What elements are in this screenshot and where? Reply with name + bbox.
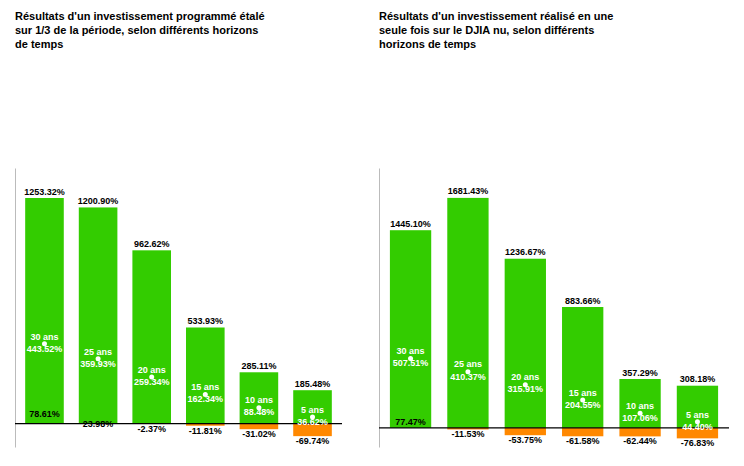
title: Résultats d'un investissement programmé … <box>15 10 265 50</box>
labels: 1253.32% 78.61% 30 ans 443.52% 1200.90% 23.98… <box>24 187 330 446</box>
bottom-label: -2.37% <box>137 424 166 434</box>
marks <box>15 198 342 436</box>
bar-top <box>562 307 603 428</box>
top-label: 1236.67% <box>505 247 546 257</box>
category-label: 5 ans <box>686 410 709 420</box>
mid-label: 88.48% <box>244 407 275 417</box>
bottom-label: 23.98% <box>83 419 114 429</box>
marks <box>379 198 729 438</box>
bar-bottom <box>562 428 603 436</box>
bottom-label: 78.61% <box>29 409 60 419</box>
plot-area: 1253.32% 78.61% 30 ans 443.52% 1200.90% 23.98… <box>15 169 342 448</box>
category-label: 10 ans <box>245 395 273 405</box>
category-label: 20 ans <box>138 365 166 375</box>
top-label: 1253.32% <box>24 187 65 197</box>
top-label: 883.66% <box>565 296 601 306</box>
bar-top <box>619 379 660 428</box>
panel: Résultats d'un investissement réalisé en… <box>379 10 729 448</box>
mid-label: 410.37% <box>450 372 486 382</box>
top-label: 1200.90% <box>78 196 119 206</box>
mid-label: 204.55% <box>565 400 601 410</box>
mid-label: 107.06% <box>622 413 658 423</box>
bar-bottom <box>619 428 660 437</box>
bottom-label: -11.81% <box>189 426 222 436</box>
bar-top <box>132 250 171 423</box>
category-label: 15 ans <box>569 388 597 398</box>
category-label: 5 ans <box>301 405 324 415</box>
bottom-label: -76.83% <box>681 438 715 448</box>
bottom-label: -11.53% <box>451 429 484 439</box>
mid-label: 507.51% <box>393 358 429 368</box>
bar-top <box>240 372 279 423</box>
title-line: seule fois sur le DJIA nu, selon différe… <box>379 24 594 36</box>
bar-top <box>186 327 225 423</box>
mid-label: 443.52% <box>27 344 63 354</box>
mid-label: 359.93% <box>80 359 116 369</box>
bar-top <box>390 230 431 428</box>
title-line: Résultats d'un investissement réalisé en… <box>379 10 613 22</box>
mid-label: 36.62% <box>297 417 328 427</box>
title-line: Résultats d'un investissement programmé … <box>15 10 265 22</box>
mid-label: 162.34% <box>188 394 224 404</box>
title-line: horizons de temps <box>379 38 476 50</box>
category-label: 25 ans <box>84 347 112 357</box>
bar-top <box>447 198 488 428</box>
top-label: 1445.10% <box>390 219 431 229</box>
top-label: 962.62% <box>134 239 170 249</box>
top-label: 533.93% <box>188 316 224 326</box>
labels: 1445.10% 77.47% 30 ans 507.51% 1681.43% -11.5… <box>390 186 715 448</box>
y-axis-line <box>379 169 380 448</box>
top-label: 357.29% <box>622 368 658 378</box>
zero-line <box>15 423 342 424</box>
title: Résultats d'un investissement réalisé en… <box>379 10 613 50</box>
category-label: 25 ans <box>454 359 482 369</box>
mid-label: 259.34% <box>134 377 170 387</box>
top-label: 285.11% <box>241 361 276 371</box>
category-label: 30 ans <box>397 346 425 356</box>
bottom-label: -69.74% <box>296 436 330 446</box>
bottom-label: 77.47% <box>395 417 426 427</box>
category-label: 10 ans <box>626 401 654 411</box>
category-label: 20 ans <box>511 372 539 382</box>
y-axis <box>15 169 16 448</box>
zero-line <box>379 427 729 428</box>
top-label: 308.18% <box>680 374 716 384</box>
title-line: sur 1/3 de la période, selon différents … <box>15 24 258 36</box>
category-label: 15 ans <box>191 382 219 392</box>
y-axis <box>379 169 380 448</box>
panel: Résultats d'un investissement programmé … <box>15 10 342 448</box>
y-axis-line <box>15 169 16 448</box>
top-label: 185.48% <box>295 379 331 389</box>
mid-label: 315.91% <box>508 384 544 394</box>
mid-label: 44.40% <box>682 422 713 432</box>
category-label: 30 ans <box>30 332 58 342</box>
bar-top <box>25 198 64 424</box>
bottom-label: -53.75% <box>509 435 543 445</box>
top-label: 1681.43% <box>448 186 489 196</box>
bottom-label: -31.02% <box>242 429 276 439</box>
bottom-label: -62.44% <box>623 436 657 446</box>
title-line: de temps <box>15 38 63 50</box>
bar-top <box>79 207 118 423</box>
chart-canvas: Résultats d'un investissement programmé … <box>0 0 744 466</box>
plot-area: 1445.10% 77.47% 30 ans 507.51% 1681.43% -11.5… <box>379 169 729 449</box>
bottom-label: -61.58% <box>566 436 600 446</box>
bar-top <box>505 259 546 428</box>
